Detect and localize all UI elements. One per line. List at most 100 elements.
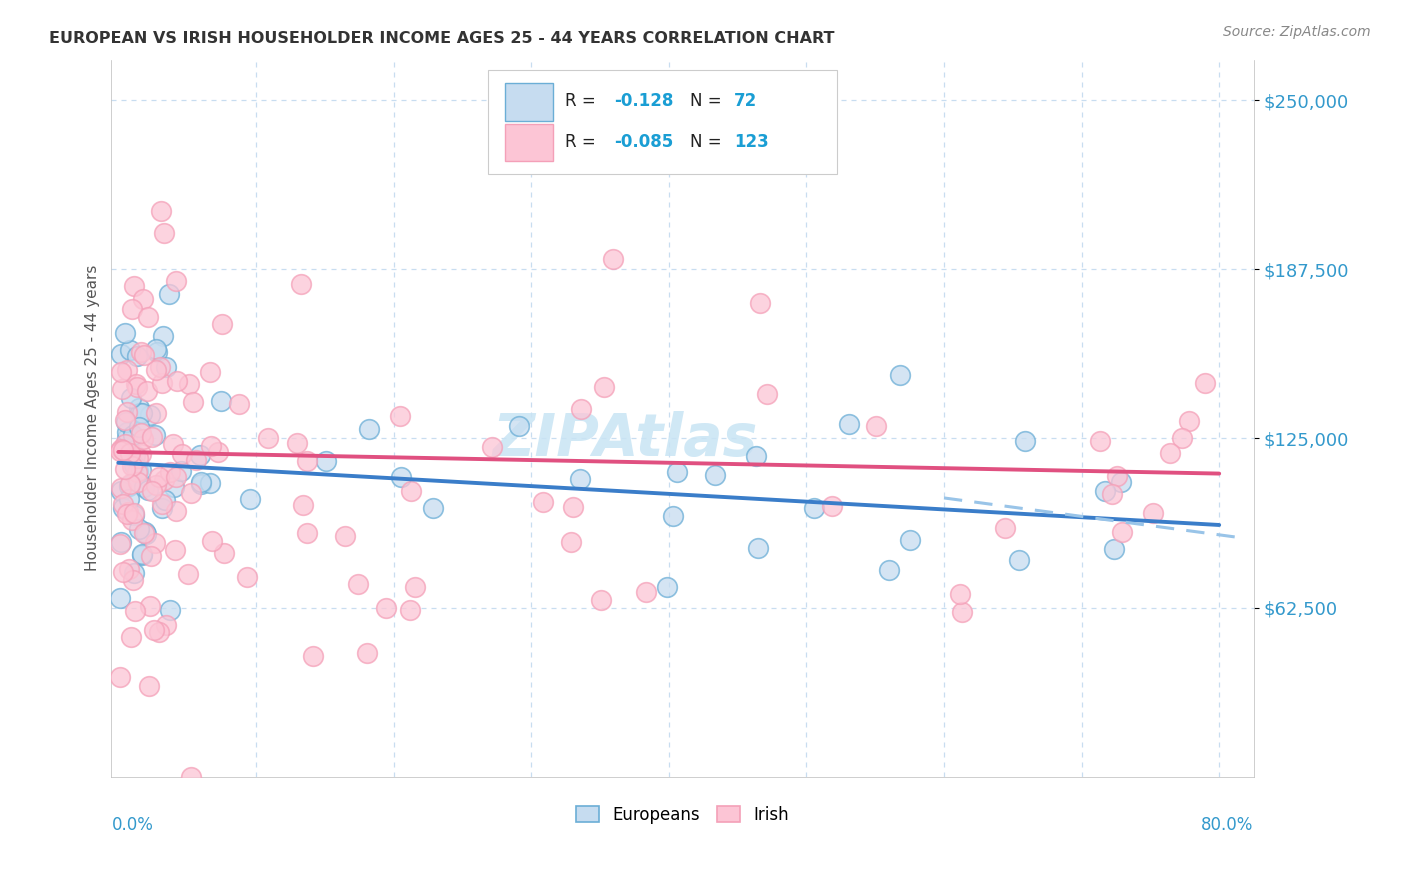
Point	[155, 360, 177, 375]
Point	[148, 624, 170, 639]
Point	[589, 592, 612, 607]
Point	[209, 393, 232, 408]
Point	[803, 500, 825, 515]
Point	[127, 475, 149, 490]
FancyBboxPatch shape	[488, 70, 837, 174]
Point	[200, 475, 222, 490]
Point	[404, 580, 426, 594]
Point	[132, 292, 155, 306]
Point	[115, 415, 138, 429]
Point	[136, 483, 159, 498]
Point	[114, 413, 136, 427]
Point	[200, 533, 222, 548]
Point	[560, 535, 582, 549]
Point	[114, 436, 136, 450]
Text: 123: 123	[734, 133, 769, 151]
Point	[163, 543, 186, 558]
Point	[1111, 524, 1133, 539]
Point	[1008, 553, 1031, 567]
Point	[1090, 434, 1112, 448]
Point	[111, 497, 134, 511]
Point	[129, 463, 152, 477]
Point	[569, 402, 592, 417]
Point	[108, 443, 131, 458]
Point	[153, 493, 176, 508]
Point	[136, 384, 159, 399]
Point	[127, 379, 149, 393]
Point	[747, 541, 769, 555]
Point	[837, 417, 859, 431]
Point	[125, 349, 148, 363]
Point	[132, 525, 155, 540]
FancyBboxPatch shape	[506, 83, 554, 120]
Point	[124, 458, 146, 472]
Point	[122, 279, 145, 293]
Point	[177, 377, 200, 392]
Point	[865, 418, 887, 433]
Point	[302, 649, 325, 664]
Point	[120, 391, 142, 405]
Text: -0.085: -0.085	[614, 133, 673, 151]
Point	[131, 547, 153, 561]
Point	[150, 501, 173, 516]
FancyBboxPatch shape	[506, 124, 554, 161]
Text: 0.0%: 0.0%	[111, 816, 153, 834]
Point	[118, 446, 141, 460]
Point	[122, 428, 145, 442]
Point	[110, 535, 132, 549]
Point	[235, 570, 257, 584]
Point	[122, 506, 145, 520]
Point	[122, 566, 145, 580]
Point	[108, 670, 131, 684]
Point	[118, 492, 141, 507]
Point	[150, 204, 173, 219]
Point	[389, 470, 412, 484]
Point	[157, 287, 180, 301]
Point	[749, 295, 772, 310]
Point	[138, 679, 160, 693]
Point	[1014, 434, 1036, 448]
Point	[295, 526, 318, 541]
Point	[165, 504, 187, 518]
Point	[145, 362, 167, 376]
Point	[108, 591, 131, 605]
Point	[129, 447, 152, 461]
Point	[162, 436, 184, 450]
Point	[165, 274, 187, 288]
Point	[152, 329, 174, 343]
Point	[239, 492, 262, 507]
Point	[190, 476, 212, 491]
Point	[177, 567, 200, 582]
Point	[166, 374, 188, 388]
Point	[257, 431, 280, 445]
Point	[131, 548, 153, 562]
Point	[115, 362, 138, 376]
Point	[356, 646, 378, 660]
Point	[170, 463, 193, 477]
Point	[422, 500, 444, 515]
Point	[110, 347, 132, 361]
Text: -0.128: -0.128	[614, 92, 673, 111]
Point	[128, 523, 150, 537]
Point	[568, 472, 591, 486]
Point	[149, 359, 172, 374]
Point	[128, 401, 150, 416]
Point	[111, 565, 134, 579]
Point	[399, 484, 422, 499]
Point	[949, 587, 972, 601]
Point	[295, 454, 318, 468]
Point	[181, 395, 204, 409]
Legend: Europeans, Irish: Europeans, Irish	[569, 799, 796, 830]
Point	[333, 529, 356, 543]
Point	[159, 603, 181, 617]
Point	[374, 601, 396, 615]
Point	[117, 505, 139, 519]
Point	[110, 365, 132, 379]
Text: 80.0%: 80.0%	[1201, 816, 1254, 834]
Point	[994, 521, 1017, 535]
Point	[207, 445, 229, 459]
Point	[889, 368, 911, 382]
Point	[703, 467, 725, 482]
Point	[1159, 446, 1181, 460]
Point	[347, 577, 370, 591]
